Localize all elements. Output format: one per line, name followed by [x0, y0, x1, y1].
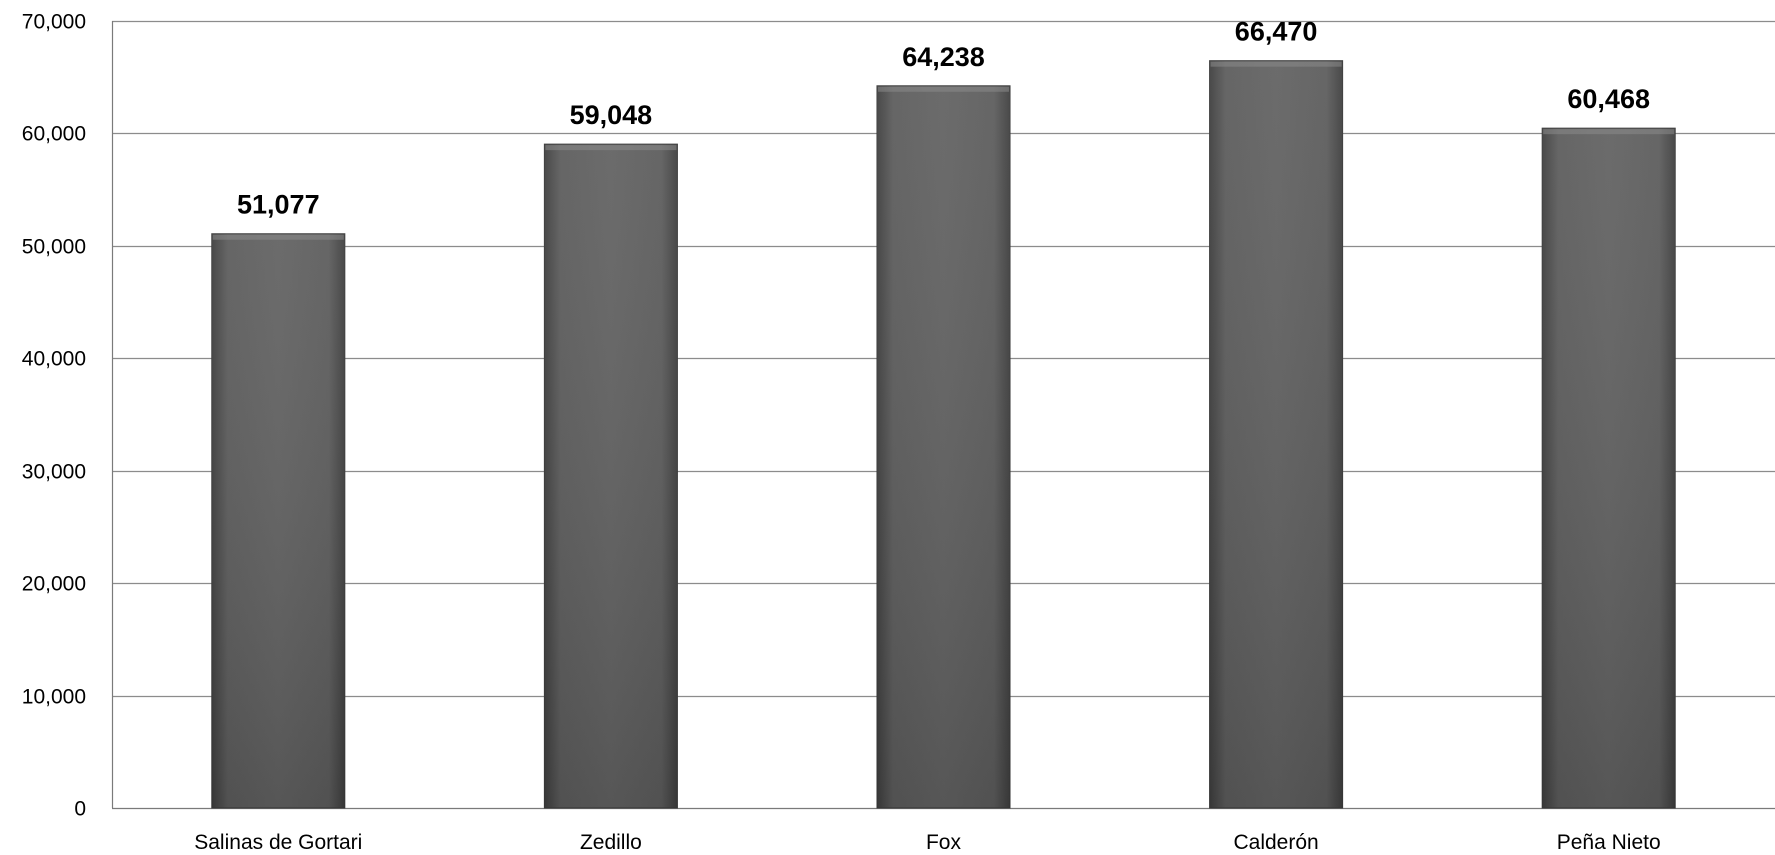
y-axis-ticks: 0 10,000 20,000 30,000 40,000 50,000 60,000 70,… [22, 11, 86, 821]
y-tick-label: 60,000 [22, 123, 86, 146]
bar [876, 85, 1011, 809]
bar-top-highlight [545, 145, 677, 151]
y-tick-label: 70,000 [22, 11, 86, 34]
y-tick-label: 20,000 [22, 573, 86, 596]
data-label: 60,468 [1567, 84, 1650, 114]
bar-shade [211, 233, 345, 808]
x-tick-label: Calderón [1233, 831, 1318, 854]
data-label: 59,048 [570, 100, 653, 130]
bar [211, 233, 346, 809]
x-tick-label: Salinas de Gortari [194, 831, 362, 854]
bar-top-highlight [877, 86, 1010, 92]
bar-shade [1542, 128, 1676, 808]
y-tick-label: 0 [74, 798, 86, 821]
x-axis-ticks: Salinas de Gortari Zedillo Fox Calderón Peña… [194, 831, 1660, 854]
x-tick-label: Fox [926, 831, 962, 854]
bar-top-highlight [1543, 129, 1675, 135]
bar [543, 143, 678, 809]
x-tick-label: Zedillo [580, 831, 642, 854]
data-label: 66,470 [1235, 17, 1318, 47]
bar-top-highlight [1210, 61, 1342, 67]
bar [1541, 127, 1676, 809]
y-tick-label: 40,000 [22, 348, 86, 371]
data-label: 64,238 [902, 42, 985, 72]
y-tick-label: 10,000 [22, 686, 86, 709]
x-tick-label: Peña Nieto [1557, 831, 1661, 854]
data-labels: 51,077 59,048 64,238 66,470 60,468 [237, 17, 1650, 220]
data-label: 51,077 [237, 190, 320, 220]
y-tick-label: 30,000 [22, 461, 86, 484]
bar [1209, 60, 1344, 809]
bars [211, 60, 1676, 809]
bar-shade [544, 144, 678, 808]
bar-shade [876, 85, 1011, 808]
y-tick-label: 50,000 [22, 236, 86, 259]
bar-top-highlight [212, 234, 344, 240]
bar-shade [1209, 60, 1343, 809]
